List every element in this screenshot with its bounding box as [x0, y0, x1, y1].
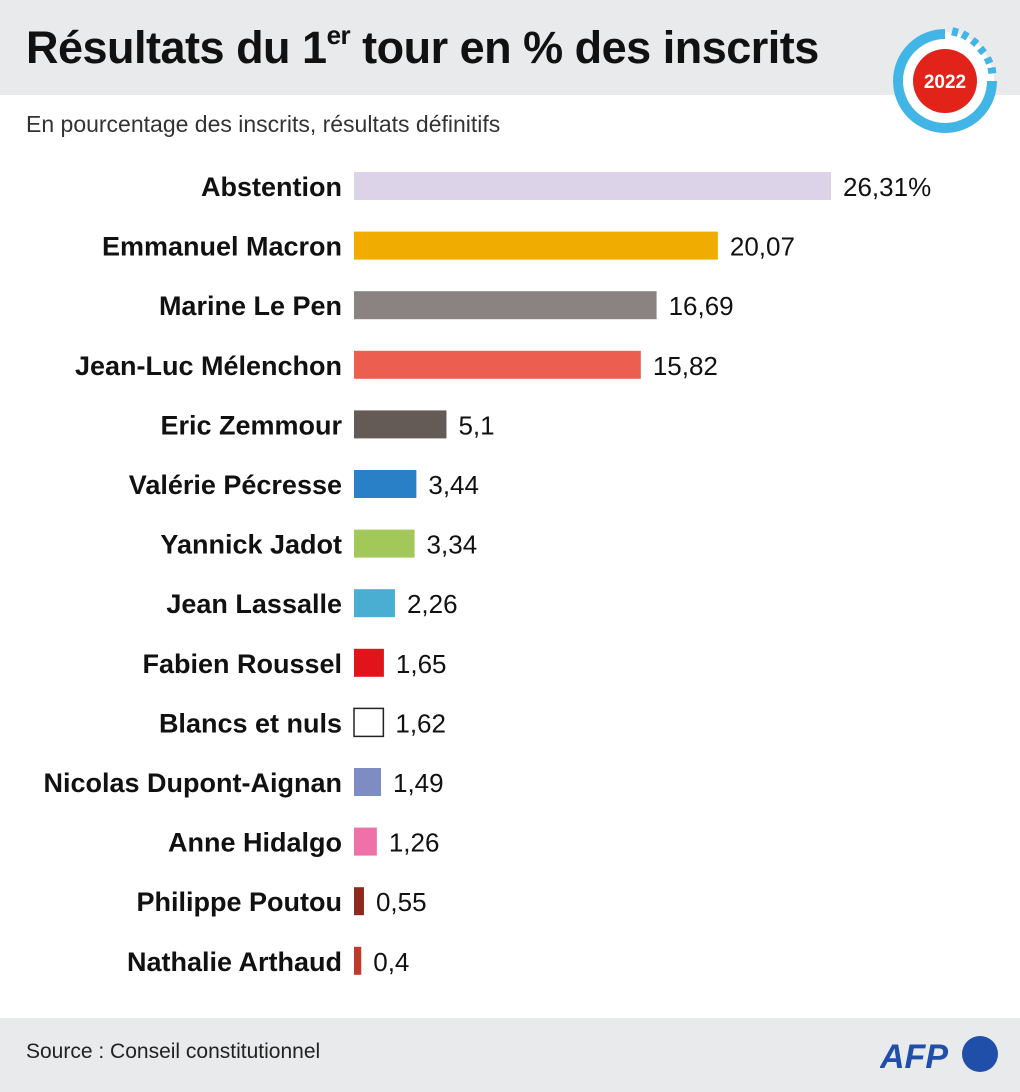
value-label: 16,69 [669, 291, 734, 321]
badge-year: 2022 [924, 72, 966, 93]
subtitle: En pourcentage des inscrits, résultats d… [26, 111, 501, 137]
header-band: Résultats du 1er tour en % des inscrits [0, 0, 1020, 95]
bar [354, 648, 384, 677]
value-label: 1,49 [393, 768, 444, 798]
value-label: 20,07 [730, 232, 795, 262]
bar [354, 172, 831, 200]
value-label: 1,26 [389, 828, 440, 858]
value-label: 1,65 [396, 649, 447, 679]
bar [354, 589, 395, 618]
value-label: 1,62 [395, 708, 446, 738]
bar [354, 291, 657, 320]
category-label: Anne Hidalgo [168, 828, 342, 858]
bar [353, 707, 385, 738]
category-label: Fabien Roussel [142, 649, 342, 679]
category-label: Yannick Jadot [160, 530, 342, 560]
bar [354, 470, 417, 498]
category-label: Abstention [201, 172, 342, 202]
footer-band: Source : Conseil constitutionnel AFP [0, 1018, 1020, 1092]
category-label: Philippe Poutou [137, 887, 342, 917]
bar [354, 768, 382, 796]
bar [354, 827, 377, 856]
category-label: Emmanuel Macron [102, 232, 342, 262]
value-label: 3,34 [427, 530, 478, 560]
bar [354, 231, 718, 260]
source-note: Source : Conseil constitutionnel [26, 1040, 321, 1063]
value-label: 0,55 [376, 887, 427, 917]
bar [354, 410, 447, 439]
afp-logo-icon: AFP [880, 1036, 998, 1076]
category-label: Eric Zemmour [160, 410, 342, 440]
bar-chart: Abstention 26,31% Emmanuel Macron 20,07 Mari… [44, 172, 931, 977]
category-label: Nicolas Dupont-Aignan [44, 768, 343, 798]
category-label: Nathalie Arthaud [127, 947, 342, 977]
value-label: 15,82 [653, 351, 718, 381]
value-label: 5,1 [458, 410, 494, 440]
category-label: Jean Lassalle [166, 589, 342, 619]
bar [354, 946, 362, 975]
value-label: 26,31% [843, 172, 931, 202]
bar [354, 529, 415, 558]
value-label: 0,4 [373, 947, 409, 977]
value-label: 2,26 [407, 589, 458, 619]
value-label: 3,44 [428, 470, 479, 500]
category-label: Jean-Luc Mélenchon [75, 351, 342, 381]
category-label: Valérie Pécresse [129, 470, 342, 500]
afp-logo-text: AFP [880, 1038, 948, 1076]
category-label: Marine Le Pen [159, 291, 342, 321]
page-title: Résultats du 1er tour en % des inscrits [26, 20, 819, 73]
bar [354, 887, 364, 916]
category-label: Blancs et nuls [159, 708, 342, 738]
election-2022-badge-icon: 2022 [893, 27, 997, 133]
bar [354, 350, 641, 379]
